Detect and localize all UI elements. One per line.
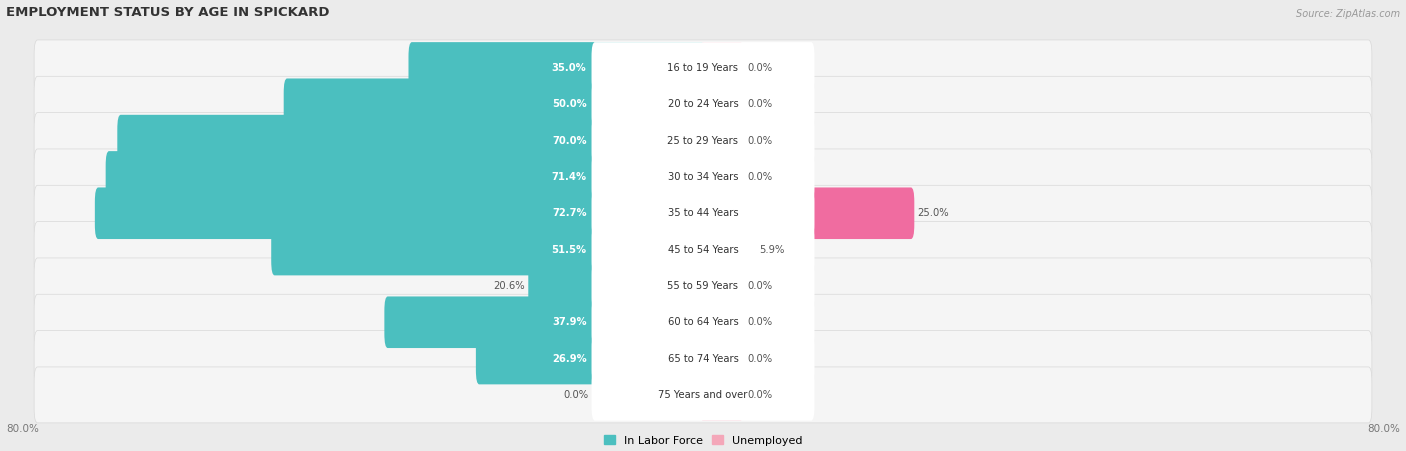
Text: 80.0%: 80.0% xyxy=(6,424,39,434)
FancyBboxPatch shape xyxy=(34,113,1372,169)
FancyBboxPatch shape xyxy=(700,42,744,94)
Text: 55 to 59 Years: 55 to 59 Years xyxy=(668,281,738,291)
FancyBboxPatch shape xyxy=(700,296,744,348)
FancyBboxPatch shape xyxy=(592,260,814,312)
FancyBboxPatch shape xyxy=(409,42,706,94)
Text: 0.0%: 0.0% xyxy=(747,390,772,400)
FancyBboxPatch shape xyxy=(700,188,914,239)
FancyBboxPatch shape xyxy=(34,76,1372,132)
FancyBboxPatch shape xyxy=(592,78,814,130)
FancyBboxPatch shape xyxy=(105,151,706,202)
FancyBboxPatch shape xyxy=(34,40,1372,96)
Text: 65 to 74 Years: 65 to 74 Years xyxy=(668,354,738,364)
Text: 0.0%: 0.0% xyxy=(747,354,772,364)
Text: 80.0%: 80.0% xyxy=(1367,424,1400,434)
Text: 0.0%: 0.0% xyxy=(747,136,772,146)
Text: 35 to 44 Years: 35 to 44 Years xyxy=(668,208,738,218)
Text: 71.4%: 71.4% xyxy=(551,172,586,182)
FancyBboxPatch shape xyxy=(384,296,706,348)
Text: 70.0%: 70.0% xyxy=(553,136,586,146)
FancyBboxPatch shape xyxy=(34,221,1372,277)
FancyBboxPatch shape xyxy=(34,185,1372,241)
Text: 35.0%: 35.0% xyxy=(551,63,586,73)
Text: 30 to 34 Years: 30 to 34 Years xyxy=(668,172,738,182)
FancyBboxPatch shape xyxy=(475,333,706,384)
Text: 20 to 24 Years: 20 to 24 Years xyxy=(668,99,738,109)
Text: EMPLOYMENT STATUS BY AGE IN SPICKARD: EMPLOYMENT STATUS BY AGE IN SPICKARD xyxy=(6,6,329,19)
Text: 26.9%: 26.9% xyxy=(551,354,586,364)
FancyBboxPatch shape xyxy=(700,369,744,421)
FancyBboxPatch shape xyxy=(34,258,1372,314)
FancyBboxPatch shape xyxy=(700,260,744,312)
Text: 45 to 54 Years: 45 to 54 Years xyxy=(668,244,738,254)
Text: 0.0%: 0.0% xyxy=(747,63,772,73)
FancyBboxPatch shape xyxy=(592,369,814,421)
Text: 37.9%: 37.9% xyxy=(553,317,586,327)
Text: 51.5%: 51.5% xyxy=(551,244,586,254)
Text: 50.0%: 50.0% xyxy=(551,99,586,109)
Text: 25 to 29 Years: 25 to 29 Years xyxy=(668,136,738,146)
FancyBboxPatch shape xyxy=(592,42,814,94)
Text: Source: ZipAtlas.com: Source: ZipAtlas.com xyxy=(1296,9,1400,19)
FancyBboxPatch shape xyxy=(700,333,744,384)
Legend: In Labor Force, Unemployed: In Labor Force, Unemployed xyxy=(599,431,807,450)
FancyBboxPatch shape xyxy=(592,296,814,348)
FancyBboxPatch shape xyxy=(700,151,744,202)
Text: 72.7%: 72.7% xyxy=(553,208,586,218)
Text: 0.0%: 0.0% xyxy=(562,390,588,400)
FancyBboxPatch shape xyxy=(34,367,1372,423)
FancyBboxPatch shape xyxy=(700,78,744,130)
Text: 75 Years and over: 75 Years and over xyxy=(658,390,748,400)
FancyBboxPatch shape xyxy=(592,151,814,202)
Text: 5.9%: 5.9% xyxy=(759,244,785,254)
FancyBboxPatch shape xyxy=(592,188,814,239)
FancyBboxPatch shape xyxy=(34,331,1372,387)
FancyBboxPatch shape xyxy=(117,115,706,166)
FancyBboxPatch shape xyxy=(94,188,706,239)
Text: 16 to 19 Years: 16 to 19 Years xyxy=(668,63,738,73)
FancyBboxPatch shape xyxy=(700,115,744,166)
FancyBboxPatch shape xyxy=(700,224,755,276)
Text: 60 to 64 Years: 60 to 64 Years xyxy=(668,317,738,327)
FancyBboxPatch shape xyxy=(271,224,706,276)
Text: 0.0%: 0.0% xyxy=(747,317,772,327)
FancyBboxPatch shape xyxy=(592,333,814,384)
Text: 25.0%: 25.0% xyxy=(918,208,949,218)
Text: 20.6%: 20.6% xyxy=(494,281,524,291)
FancyBboxPatch shape xyxy=(529,260,706,312)
FancyBboxPatch shape xyxy=(34,149,1372,205)
Text: 0.0%: 0.0% xyxy=(747,172,772,182)
Text: 0.0%: 0.0% xyxy=(747,281,772,291)
Text: 0.0%: 0.0% xyxy=(747,99,772,109)
FancyBboxPatch shape xyxy=(592,224,814,276)
FancyBboxPatch shape xyxy=(592,115,814,166)
FancyBboxPatch shape xyxy=(284,78,706,130)
FancyBboxPatch shape xyxy=(34,294,1372,350)
